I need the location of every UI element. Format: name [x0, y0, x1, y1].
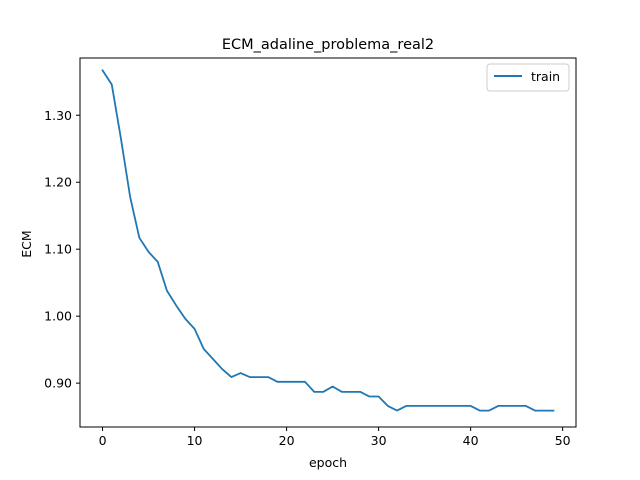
x-tick-label: 30 [371, 433, 387, 448]
legend-box [486, 63, 570, 92]
x-tick-label: 40 [463, 433, 479, 448]
y-axis-label: ECM [19, 230, 34, 257]
y-tick-label: 1.10 [44, 242, 72, 257]
y-tick-label: 1.20 [44, 175, 72, 190]
series-layer [101, 69, 555, 412]
y-tick-label: 0.90 [44, 376, 72, 391]
y-tick-label: 1.30 [44, 108, 72, 123]
y-tick-label: 1.00 [44, 309, 72, 324]
y-axis-ticks: 0.90 1.00 1.10 1.20 1.30 [44, 108, 80, 391]
plot-area [80, 58, 576, 427]
x-tick-label: 50 [555, 433, 571, 448]
legend: train [486, 63, 570, 92]
x-tick-label: 20 [279, 433, 295, 448]
chart-title: ECM_adaline_problema_real2 [222, 37, 434, 53]
x-axis-label: epoch [309, 455, 347, 470]
x-tick-label: 0 [99, 433, 107, 448]
x-axis-ticks: 0 10 20 30 40 50 [99, 427, 571, 448]
plot-frame [79, 57, 577, 428]
legend-label-train: train [531, 69, 560, 84]
x-tick-label: 10 [187, 433, 203, 448]
series-line-train [101, 69, 555, 412]
